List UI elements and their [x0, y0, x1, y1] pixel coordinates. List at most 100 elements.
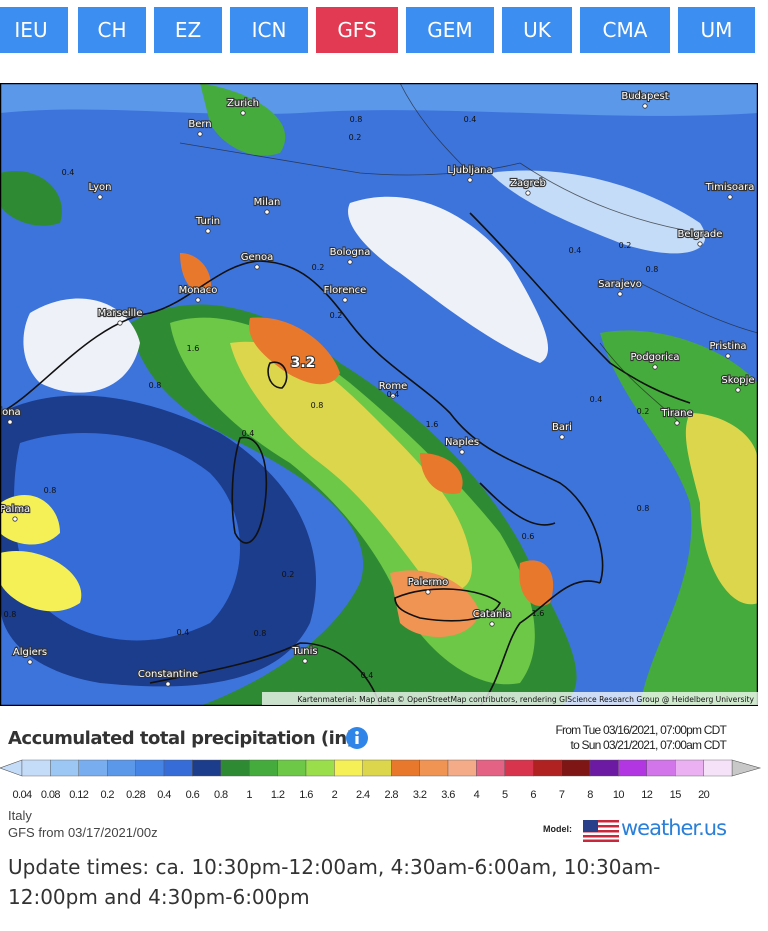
contour-label: 0.6 — [522, 532, 535, 541]
place-label: Rome — [379, 381, 408, 392]
place-label: Monaco — [179, 285, 218, 296]
precip-fields — [0, 83, 758, 706]
place-label: lona — [0, 407, 21, 418]
scale-label: 12 — [641, 789, 653, 801]
place-label: Turin — [195, 216, 220, 227]
us-flag — [583, 820, 619, 842]
place-dot — [467, 177, 473, 183]
scale-arrow-right — [731, 759, 762, 777]
scale-label: 5 — [502, 789, 508, 801]
contour-label: 0.2 — [330, 311, 343, 320]
place-dot — [489, 621, 495, 627]
scale-label: 3.2 — [413, 789, 427, 801]
place-dot — [727, 194, 733, 200]
contour-label: 1.6 — [426, 420, 439, 429]
scale-swatch — [135, 759, 165, 777]
model-run: GFS from 03/17/2021/00z — [8, 825, 158, 840]
place-dot — [264, 209, 270, 215]
place-label: Bologna — [330, 247, 371, 258]
model-tab[interactable]: ICN — [230, 7, 308, 53]
update-times: Update times: ca. 10:30pm-12:00am, 4:30a… — [8, 855, 661, 909]
scale-label: 1.2 — [271, 789, 285, 801]
place-label: Tirane — [660, 408, 692, 419]
scale-label: 1 — [246, 789, 252, 801]
place-dot — [254, 264, 260, 270]
contour-label: 0.2 — [349, 133, 362, 142]
scale-label: 0.4 — [157, 789, 171, 801]
place-dot — [459, 449, 465, 455]
scale-label: 20 — [698, 789, 710, 801]
place-label: Bern — [188, 119, 211, 130]
scale-label: 6 — [530, 789, 536, 801]
model-tab[interactable]: IEU — [0, 7, 68, 53]
place-dot — [12, 516, 18, 522]
model-tab[interactable]: GEM — [406, 7, 494, 53]
legend-title: Accumulated total precipitation (in) — [8, 728, 355, 749]
model-tab[interactable]: UM — [678, 7, 755, 53]
place-labels: Budapest Zurich Bern Lyon Milan Turin Ljubljan… — [0, 90, 756, 687]
scale-swatch — [419, 759, 449, 777]
region: Italy — [8, 808, 32, 823]
scale-swatch — [703, 759, 733, 777]
model-tab[interactable]: CH — [78, 7, 146, 53]
place-label: Timisoara — [705, 182, 755, 193]
scale-swatch — [106, 759, 136, 777]
place-dot — [425, 589, 431, 595]
place-dot — [7, 419, 13, 425]
place-dot — [205, 228, 211, 234]
scale-swatch — [78, 759, 108, 777]
scale-swatch — [21, 759, 51, 777]
attribution-bg — [262, 692, 758, 705]
place-dot — [697, 241, 703, 247]
scale-swatch — [334, 759, 363, 777]
place-dot — [97, 194, 103, 200]
place-dot — [117, 320, 123, 326]
scale-swatch — [476, 759, 505, 777]
place-label: Budapest — [621, 91, 668, 102]
scale-label: 0.6 — [186, 789, 200, 801]
model-tab[interactable]: UK — [502, 7, 572, 53]
model-tab[interactable]: EZ — [154, 7, 222, 53]
contour-label: 0.4 — [387, 390, 400, 399]
contour-label: 0.8 — [4, 610, 17, 619]
model-tab[interactable]: GFS — [316, 7, 398, 53]
period-to: to Sun 03/21/2021, 07:00am CDT — [570, 738, 727, 752]
scale-label: 2 — [332, 789, 338, 801]
place-label: Zurich — [227, 98, 259, 109]
scale-label: 0.2 — [100, 789, 114, 801]
scale-arrow-left — [0, 759, 23, 777]
scale-swatch — [646, 759, 676, 777]
scale-label: 2.4 — [356, 789, 370, 801]
scale-swatch — [277, 759, 307, 777]
place-dot — [197, 131, 203, 137]
scale-label: 15 — [670, 789, 682, 801]
place-label: Lyon — [88, 182, 111, 193]
place-dot — [390, 393, 396, 399]
contour-label: 0.8 — [637, 504, 650, 513]
model-tab[interactable]: CMA — [580, 7, 670, 53]
place-label: Podgorica — [630, 352, 679, 363]
contour-label: 0.8 — [350, 115, 363, 124]
contour-label: 0.4 — [590, 395, 603, 404]
scale-label: 0.04 — [12, 789, 31, 801]
info-icon[interactable] — [345, 726, 369, 750]
coastlines — [0, 212, 691, 706]
place-label: Catania — [473, 609, 511, 620]
scale-swatch — [675, 759, 704, 777]
place-dot — [27, 659, 33, 665]
place-label: Sarajevo — [598, 279, 642, 290]
place-label: Milan — [254, 197, 281, 208]
scale-swatch — [362, 759, 392, 777]
place-label: Palma — [0, 504, 30, 515]
color-scale: 0.04 0.08 0.12 0.2 0.28 0.4 0.6 0.8 1 1.2 1.6 2 2.4 2… — [0, 759, 762, 801]
scale-swatch — [618, 759, 648, 777]
contour-label: 0.4 — [62, 168, 75, 177]
place-dot — [195, 297, 201, 303]
scale-swatch — [447, 759, 477, 777]
contour-label: 0.2 — [637, 407, 650, 416]
place-label: Pristina — [709, 341, 746, 352]
place-dot — [617, 291, 623, 297]
contour-label: 0.8 — [646, 265, 659, 274]
